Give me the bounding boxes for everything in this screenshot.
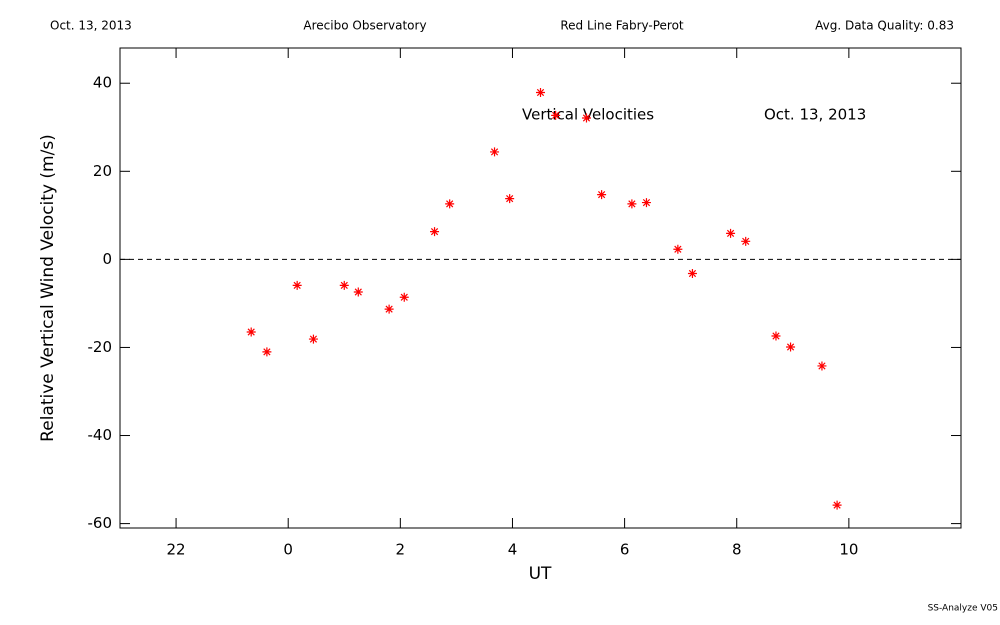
header-date: Oct. 13, 2013 bbox=[50, 19, 132, 33]
data-point bbox=[817, 361, 827, 371]
annotation: Vertical Velocities bbox=[522, 106, 654, 124]
data-point bbox=[445, 199, 455, 209]
x-tick-label: 2 bbox=[396, 541, 406, 559]
data-point bbox=[741, 236, 751, 246]
footer: SS-Analyze V05 bbox=[928, 604, 998, 614]
data-point bbox=[308, 334, 318, 344]
y-tick-label: -60 bbox=[88, 514, 113, 532]
data-point bbox=[641, 198, 651, 208]
y-tick-label: 40 bbox=[93, 74, 112, 92]
y-tick-label: -40 bbox=[88, 426, 113, 444]
data-point bbox=[597, 190, 607, 200]
data-point bbox=[786, 342, 796, 352]
header-site: Arecibo Observatory bbox=[303, 19, 426, 33]
data-point bbox=[832, 500, 842, 510]
data-point bbox=[246, 327, 256, 337]
x-axis-label: UT bbox=[529, 564, 552, 584]
x-tick-label: 8 bbox=[732, 541, 742, 559]
x-tick-label: 22 bbox=[167, 541, 186, 559]
data-point bbox=[384, 304, 394, 314]
data-point bbox=[627, 199, 637, 209]
y-tick-label: -20 bbox=[88, 338, 113, 356]
data-point bbox=[673, 244, 683, 254]
data-point bbox=[726, 228, 736, 238]
data-point bbox=[262, 347, 272, 357]
data-point bbox=[430, 227, 440, 237]
y-tick-label: 20 bbox=[93, 162, 112, 180]
data-point bbox=[490, 147, 500, 157]
data-point bbox=[399, 292, 409, 302]
y-axis-label: Relative Vertical Wind Velocity (m/s) bbox=[38, 134, 58, 442]
data-point bbox=[353, 287, 363, 297]
data-point bbox=[771, 331, 781, 341]
x-tick-label: 0 bbox=[283, 541, 293, 559]
header-instrument: Red Line Fabry-Perot bbox=[560, 19, 684, 33]
x-tick-label: 10 bbox=[839, 541, 858, 559]
data-point bbox=[339, 280, 349, 290]
y-tick-label: 0 bbox=[102, 250, 112, 268]
data-point bbox=[292, 280, 302, 290]
x-tick-label: 6 bbox=[620, 541, 630, 559]
annotation: Oct. 13, 2013 bbox=[764, 106, 866, 124]
data-point bbox=[687, 268, 697, 278]
header-quality: Avg. Data Quality: 0.83 bbox=[815, 19, 954, 33]
data-point bbox=[505, 194, 515, 204]
data-point bbox=[536, 87, 545, 97]
data-point bbox=[551, 110, 561, 120]
plot-frame bbox=[119, 47, 962, 529]
data-point bbox=[581, 113, 591, 123]
x-tick-label: 4 bbox=[508, 541, 518, 559]
